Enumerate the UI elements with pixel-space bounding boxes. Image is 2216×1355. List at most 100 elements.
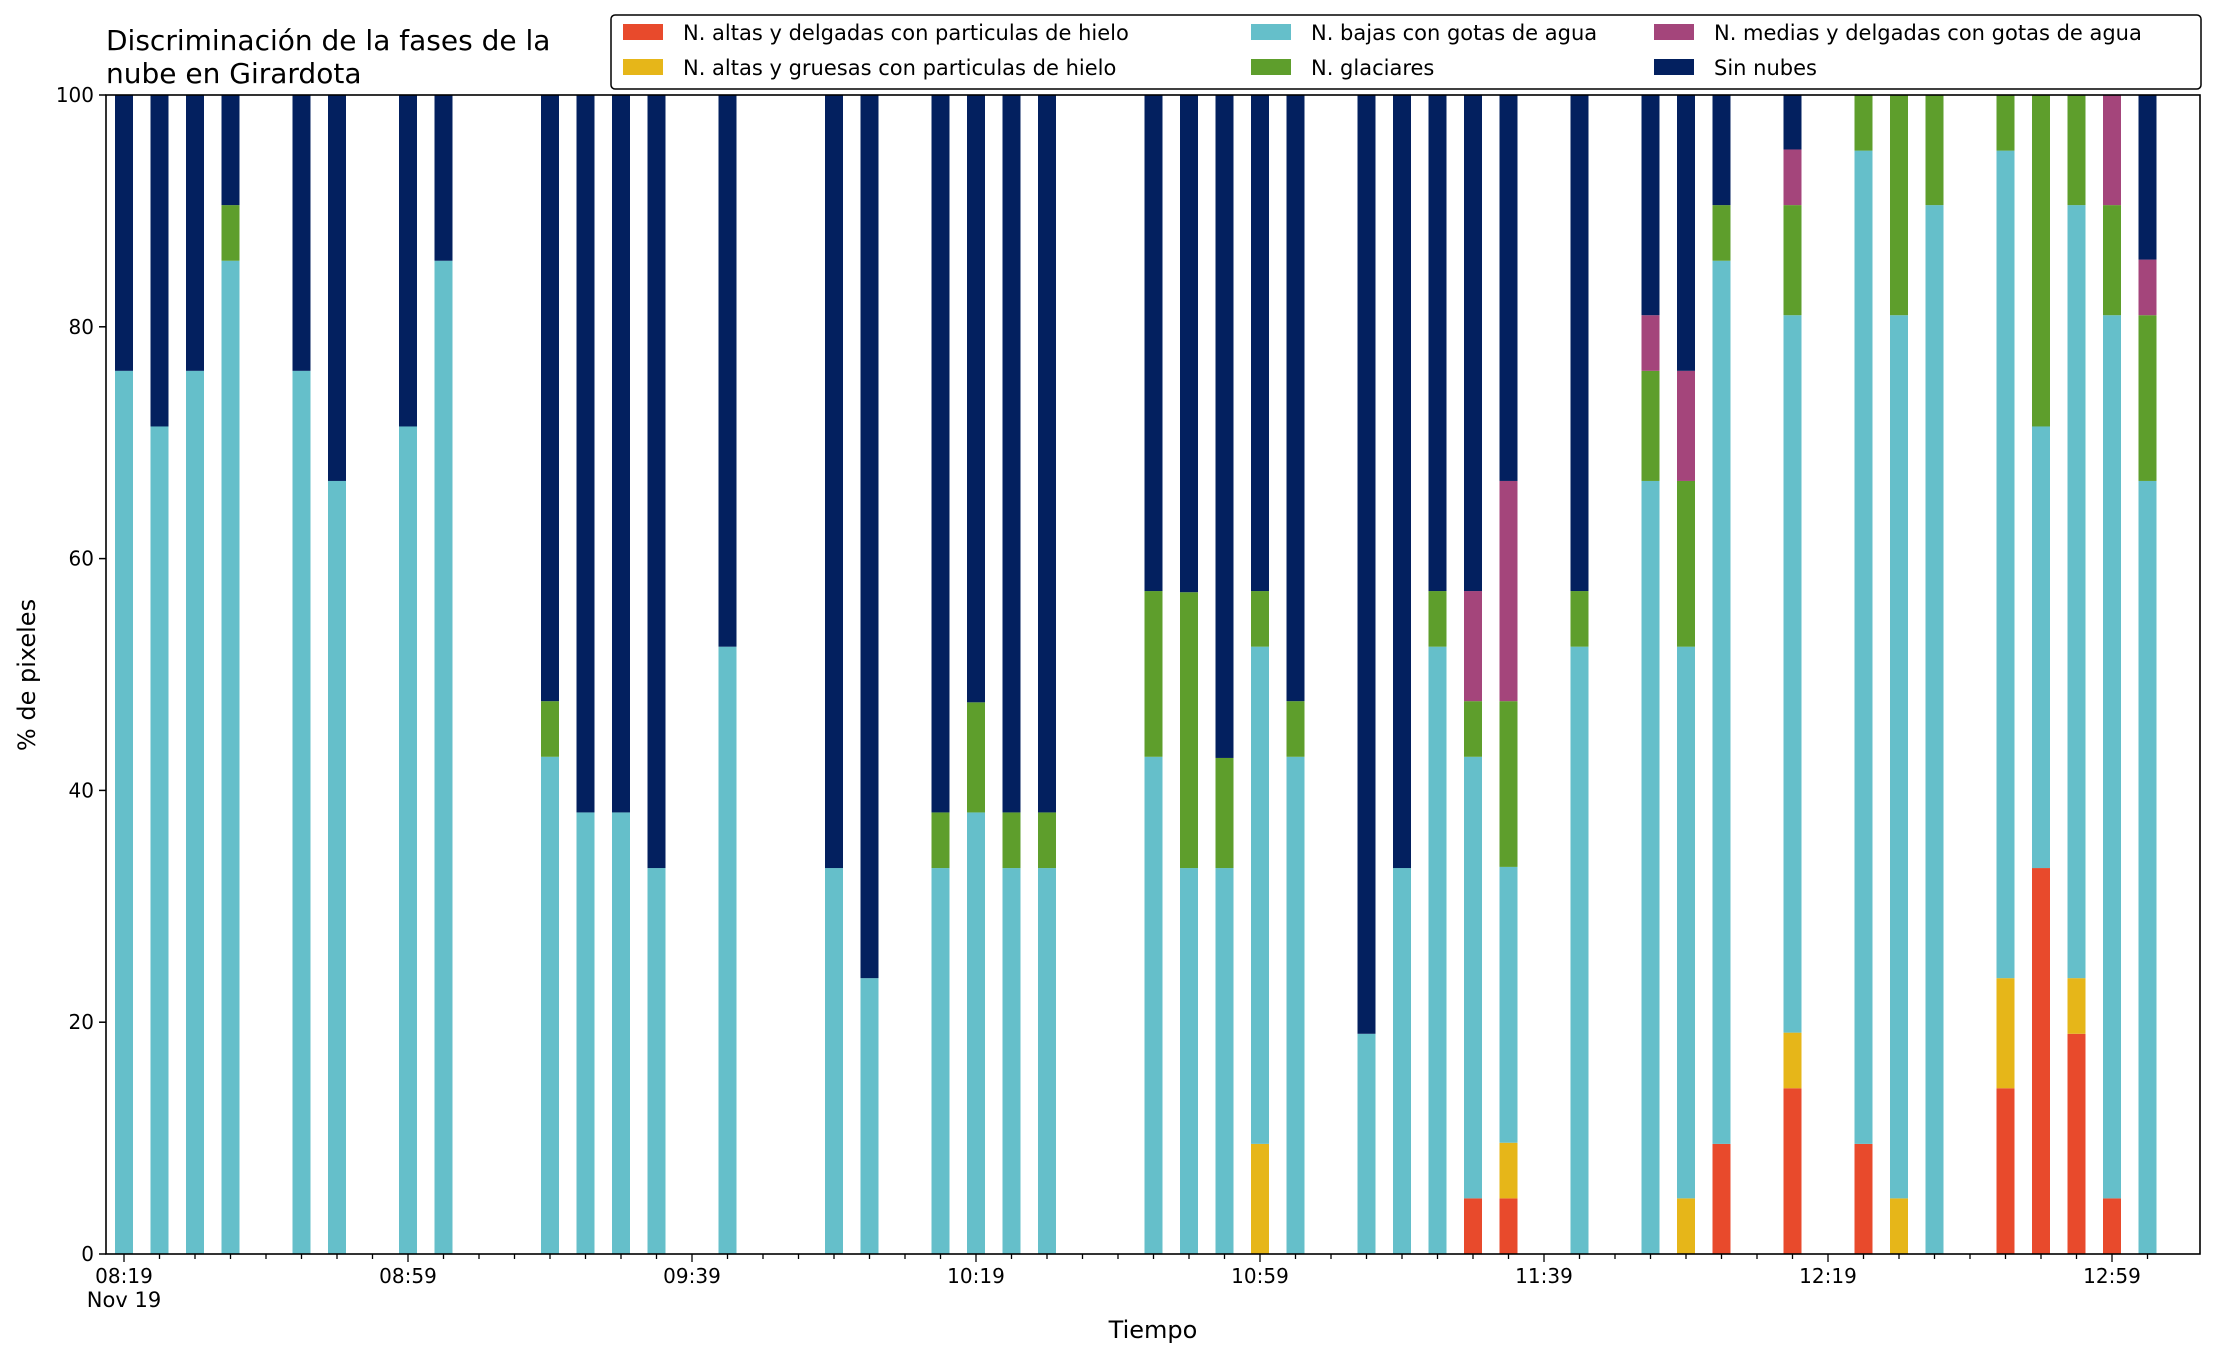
bar-segment: [1641, 370, 1660, 481]
bar-segment: [2067, 95, 2086, 206]
bars-layer: [115, 95, 2157, 1255]
bar-segment: [1499, 866, 1518, 1143]
bar-segment: [328, 480, 346, 1254]
x-tick-label: 12:19: [1799, 1264, 1857, 1288]
chart-title-line-2: nube en Girardota: [106, 57, 361, 90]
x-tick-label: 09:39: [663, 1264, 721, 1288]
bar-segment: [647, 95, 666, 869]
bar-segment: [1215, 95, 1234, 758]
bar-segment: [1677, 480, 1695, 647]
x-axis-label: Tiempo: [1108, 1316, 1198, 1344]
bar-segment: [541, 756, 559, 1254]
bar-segment: [1712, 95, 1731, 206]
bar-segment: [825, 95, 843, 869]
bar-segment: [1464, 701, 1482, 757]
bar-segment: [1854, 95, 1873, 151]
x-tick-label: 11:39: [1515, 1264, 1573, 1288]
bar-segment: [647, 868, 666, 1254]
bar-segment: [1038, 868, 1056, 1254]
bar-segment: [150, 95, 169, 427]
bar-segment: [1570, 646, 1589, 1254]
bar-segment: [399, 426, 417, 1255]
x-tick-label: 10:19: [947, 1264, 1005, 1288]
bar-segment: [1925, 95, 1944, 206]
bar-segment: [612, 95, 630, 813]
y-tick-label: 20: [69, 1010, 94, 1034]
bar-segment: [1251, 591, 1269, 647]
bar-segment: [1499, 1142, 1518, 1199]
bar-segment: [1996, 95, 2015, 151]
bar-segment: [1677, 95, 1695, 371]
bar-segment: [1677, 1198, 1695, 1254]
bar-segment: [2103, 205, 2121, 316]
bar-segment: [1783, 95, 1802, 150]
bar-segment: [967, 812, 985, 1254]
x-date-label: Nov 19: [87, 1288, 161, 1312]
bar-segment: [1464, 95, 1482, 592]
bar-segment: [1641, 480, 1660, 1254]
legend-label: N. medias y delgadas con gotas de agua: [1714, 21, 2142, 45]
bar-segment: [931, 868, 950, 1254]
bar-segment: [2032, 868, 2050, 1254]
bar-segment: [1002, 812, 1021, 869]
bar-segment: [541, 95, 559, 702]
bar-segment: [186, 95, 204, 371]
bar-segment: [718, 95, 737, 647]
bar-segment: [1712, 205, 1731, 261]
bar-segment: [1286, 701, 1305, 757]
bar-segment: [2103, 1198, 2121, 1254]
bar-segment: [1783, 315, 1802, 1033]
bar-segment: [1002, 95, 1021, 813]
x-tick-label: 08:59: [379, 1264, 437, 1288]
bar-segment: [2067, 1033, 2086, 1254]
y-tick-label: 60: [69, 547, 94, 571]
bar-segment: [1144, 591, 1163, 757]
bar-segment: [718, 646, 737, 1254]
bar-segment: [576, 812, 595, 1254]
bar-segment: [1677, 646, 1695, 1199]
bar-segment: [1783, 1088, 1802, 1254]
bar-segment: [2103, 315, 2121, 1199]
y-tick-label: 40: [69, 778, 94, 802]
bar-segment: [1890, 95, 1908, 316]
bar-segment: [825, 868, 843, 1254]
bar-segment: [1002, 868, 1021, 1254]
bar-segment: [399, 95, 417, 427]
bar-segment: [1783, 1032, 1802, 1089]
bar-segment: [434, 95, 453, 261]
bar-segment: [1144, 95, 1163, 592]
bar-segment: [1286, 756, 1305, 1254]
bar-segment: [1464, 591, 1482, 702]
legend-items: N. altas y delgadas con particulas de hi…: [623, 21, 2142, 80]
bar-segment: [1251, 1143, 1269, 1254]
bar-segment: [1286, 95, 1305, 702]
bar-segment: [1783, 205, 1802, 316]
bar-segment: [1570, 591, 1589, 647]
y-tick-label: 80: [69, 315, 94, 339]
bar-segment: [1854, 150, 1873, 1144]
bar-segment: [1499, 701, 1518, 867]
bar-segment: [1570, 95, 1589, 592]
bar-segment: [1677, 370, 1695, 481]
bar-segment: [931, 95, 950, 813]
x-axis-ticks: 08:19 08:59 09:39 10:19 10:59 11:39 12:19 12:59…: [95, 1254, 2149, 1288]
bar-segment: [1357, 1033, 1376, 1254]
bar-segment: [1925, 205, 1944, 1255]
bar-segment: [2067, 978, 2086, 1034]
bar-segment: [931, 812, 950, 869]
y-tick-label: 0: [81, 1242, 94, 1266]
bar-segment: [1428, 591, 1447, 647]
bar-segment: [612, 812, 630, 1254]
bar-segment: [1038, 95, 1056, 813]
legend-swatch: [1251, 24, 1291, 40]
bar-segment: [186, 370, 204, 1255]
bar-segment: [967, 702, 985, 813]
legend-swatch: [623, 59, 663, 75]
bar-segment: [2032, 426, 2050, 869]
bar-segment: [1996, 150, 2015, 979]
bar-segment: [1890, 315, 1908, 1199]
y-axis-label: % de pixeles: [13, 599, 41, 751]
bar-segment: [1428, 95, 1447, 592]
bar-segment: [2138, 315, 2157, 481]
bar-segment: [1996, 978, 2015, 1089]
